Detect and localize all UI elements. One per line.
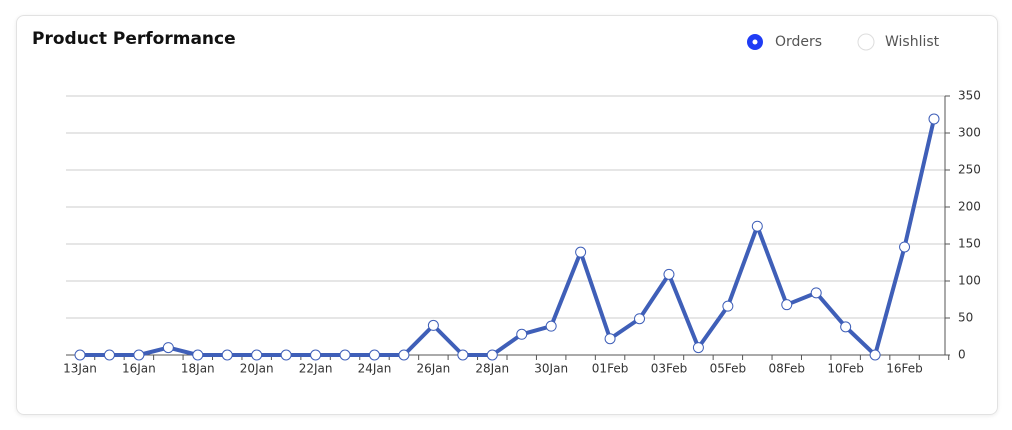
- point: [810, 287, 822, 299]
- point: [103, 349, 115, 361]
- point: [928, 113, 940, 125]
- x-tick-label: 16Jan: [122, 362, 156, 376]
- point: [339, 349, 351, 361]
- legend-radio-dot: [752, 39, 758, 45]
- x-tick-label: 13Jan: [63, 362, 97, 376]
- point: [604, 333, 616, 345]
- x-tick-label: 24Jan: [358, 362, 392, 376]
- point: [133, 349, 145, 361]
- point: [162, 342, 174, 354]
- y-tick-label: 350: [958, 89, 981, 103]
- point: [899, 241, 911, 253]
- x-tick-label: 01Feb: [592, 362, 629, 376]
- point: [545, 320, 557, 332]
- point: [486, 349, 498, 361]
- x-tick-label: 18Jan: [181, 362, 215, 376]
- point: [368, 349, 380, 361]
- legend-label[interactable]: Orders: [775, 34, 822, 50]
- point: [516, 328, 528, 340]
- point: [280, 349, 292, 361]
- x-tick-label: 10Feb: [827, 362, 864, 376]
- x-tick-label: 05Feb: [710, 362, 747, 376]
- y-tick-label: 300: [958, 126, 981, 140]
- point: [840, 321, 852, 333]
- x-tick-label: 08Feb: [769, 362, 806, 376]
- point: [781, 299, 793, 311]
- point: [575, 246, 587, 258]
- point: [74, 349, 86, 361]
- y-tick-label: 250: [958, 163, 981, 177]
- y-tick-label: 50: [958, 311, 973, 325]
- y-tick-label: 0: [958, 348, 966, 362]
- x-tick-label: 22Jan: [299, 362, 333, 376]
- line: [80, 118, 936, 357]
- x-tick-label: 16Feb: [886, 362, 923, 376]
- legend-label[interactable]: Wishlist: [885, 34, 940, 50]
- point: [398, 349, 410, 361]
- x-tick-label: 03Feb: [651, 362, 688, 376]
- point: [310, 349, 322, 361]
- point: [634, 313, 646, 325]
- point: [251, 349, 263, 361]
- chart-title: Product Performance: [32, 29, 236, 49]
- x-tick-label: 30Jan: [534, 362, 568, 376]
- x-tick-label: 28Jan: [475, 362, 509, 376]
- point: [221, 349, 233, 361]
- point: [722, 300, 734, 312]
- x-tick-label: 20Jan: [240, 362, 274, 376]
- card: [16, 15, 998, 415]
- point: [663, 268, 675, 280]
- y-tick-label: 100: [958, 274, 981, 288]
- point: [192, 349, 204, 361]
- point: [457, 349, 469, 361]
- y-tick-label: 200: [958, 200, 981, 214]
- y-tick-label: 150: [958, 237, 981, 251]
- point: [751, 220, 763, 232]
- legend-radio[interactable]: [857, 33, 875, 51]
- point: [692, 342, 704, 354]
- point: [869, 349, 881, 361]
- x-tick-label: 26Jan: [416, 362, 450, 376]
- point: [427, 319, 439, 331]
